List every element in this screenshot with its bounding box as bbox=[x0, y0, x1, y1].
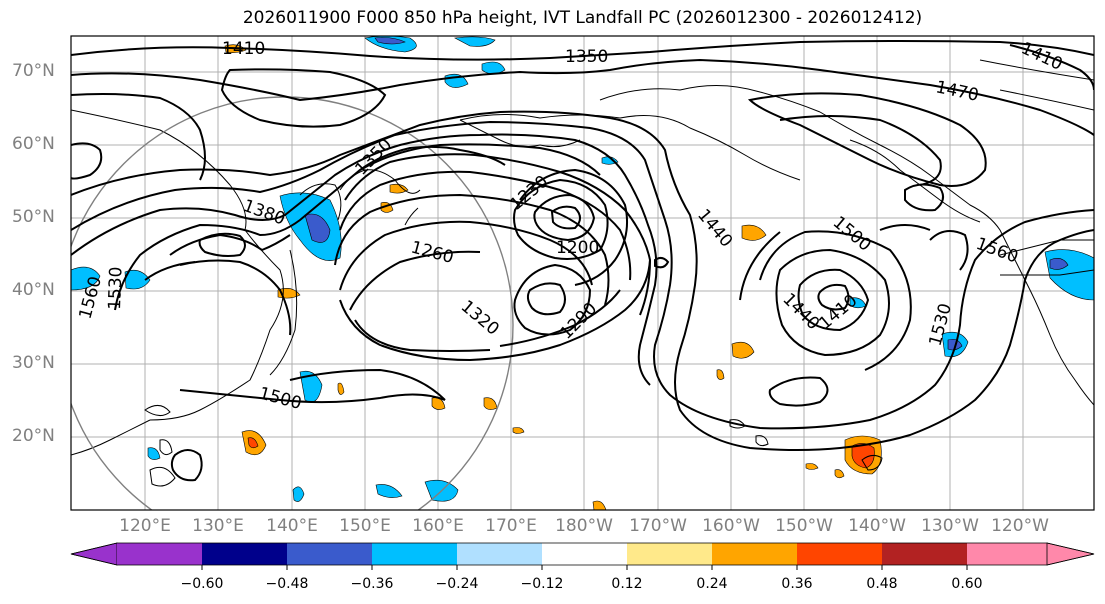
colorbar-tick: −0.60 bbox=[180, 576, 224, 592]
lon-label-170e: 170°E bbox=[485, 516, 537, 536]
colorbar-tick: 0.12 bbox=[611, 576, 643, 592]
colorbar-over-triangle bbox=[1046, 542, 1095, 566]
contour-label: 1200 bbox=[556, 238, 599, 258]
lon-label-130w: 130°W bbox=[921, 516, 979, 536]
colorbar-segment bbox=[882, 543, 967, 565]
lat-label-70n: 70°N bbox=[12, 61, 55, 81]
lon-label-120e: 120°E bbox=[119, 516, 171, 536]
lat-label-50n: 50°N bbox=[12, 207, 55, 227]
map-frame bbox=[70, 35, 1095, 511]
lat-label-30n: 30°N bbox=[12, 353, 55, 373]
lon-label-150w: 150°W bbox=[775, 516, 833, 536]
colorbar bbox=[70, 542, 1095, 570]
colorbar-under-triangle bbox=[70, 542, 118, 566]
colorbar-tick: 0.48 bbox=[866, 576, 898, 592]
colorbar-tick: 0.36 bbox=[781, 576, 813, 592]
lon-label-120w: 120°W bbox=[991, 516, 1049, 536]
lon-label-180w: 180°W bbox=[555, 516, 613, 536]
colorbar-tick: −0.12 bbox=[520, 576, 564, 592]
colorbar-segment bbox=[967, 543, 1047, 565]
lon-label-160e: 160°E bbox=[412, 516, 464, 536]
lat-label-40n: 40°N bbox=[12, 280, 55, 300]
colorbar-segment bbox=[457, 543, 542, 565]
lon-label-160w: 160°W bbox=[702, 516, 760, 536]
colorbar-segment bbox=[202, 543, 287, 565]
contour-label: 1530 bbox=[105, 266, 126, 310]
colorbar-segment bbox=[542, 543, 627, 565]
colorbar-tick: −0.24 bbox=[435, 576, 479, 592]
colorbar-tick: 0.60 bbox=[951, 576, 983, 592]
colorbar-segment bbox=[287, 543, 372, 565]
lon-label-150e: 150°E bbox=[339, 516, 391, 536]
colorbar-tick: −0.48 bbox=[265, 576, 309, 592]
lon-label-140w: 140°W bbox=[848, 516, 906, 536]
colorbar-tick: −0.36 bbox=[350, 576, 394, 592]
lon-label-130e: 130°E bbox=[192, 516, 244, 536]
map-title: 2026011900 F000 850 hPa height, IVT Land… bbox=[242, 8, 923, 28]
lon-label-140e: 140°E bbox=[266, 516, 318, 536]
height-contours bbox=[71, 40, 1094, 482]
lon-label-170w: 170°W bbox=[629, 516, 687, 536]
colorbar-segment bbox=[117, 543, 202, 565]
colorbar-segment bbox=[712, 543, 797, 565]
ivt-shading bbox=[71, 36, 1094, 510]
colorbar-segment bbox=[372, 543, 457, 565]
colorbar-outline bbox=[70, 542, 1095, 566]
colorbar-segment bbox=[627, 543, 712, 565]
coastlines bbox=[71, 59, 1094, 487]
lat-label-20n: 20°N bbox=[12, 426, 55, 446]
colorbar-segment bbox=[797, 543, 882, 565]
contour-label: 1350 bbox=[565, 47, 608, 67]
map-background bbox=[71, 36, 1094, 510]
colorbar-tick: 0.24 bbox=[696, 576, 728, 592]
lat-label-60n: 60°N bbox=[12, 134, 55, 154]
contour-label: 1410 bbox=[222, 39, 265, 59]
